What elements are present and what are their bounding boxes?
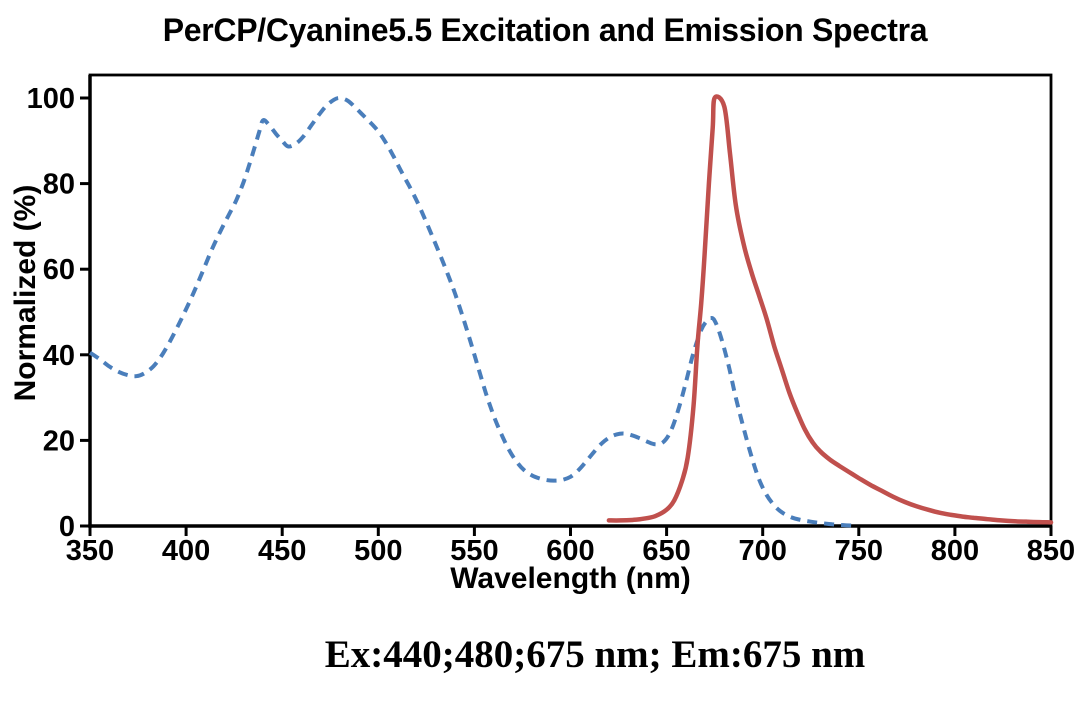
x-tick-label: 800: [931, 535, 979, 567]
x-tick-label: 400: [162, 535, 210, 567]
spectra-caption: Ex:440;480;675 nm; Em:675 nm: [324, 633, 866, 676]
chart-title: PerCP/Cyanine5.5 Excitation and Emission…: [162, 12, 928, 48]
y-tick-label: 100: [27, 83, 75, 115]
x-tick-label: 500: [354, 535, 402, 567]
excitation-curve: [88, 95, 856, 528]
y-tick-label: 20: [43, 425, 75, 457]
x-tick-label: 850: [1027, 535, 1075, 567]
y-tick-label: 80: [43, 169, 75, 201]
x-tick-label: 600: [546, 535, 594, 567]
x-tick-label: 450: [258, 535, 306, 567]
y-tick-label: 60: [43, 254, 75, 286]
y-tick-label: 40: [43, 340, 75, 372]
x-axis-title: Wavelength (nm): [450, 562, 691, 595]
emission-curve: [606, 94, 1054, 525]
x-tick-label: 350: [66, 535, 114, 567]
x-tick-label: 750: [835, 535, 883, 567]
x-tick-label: 550: [450, 535, 498, 567]
x-tick-label: 650: [642, 535, 690, 567]
y-axis-title: Normalized (%): [9, 184, 42, 402]
x-tick-label: 700: [739, 535, 787, 567]
plot-frame: [88, 73, 1053, 528]
y-tick-label: 0: [59, 511, 75, 543]
